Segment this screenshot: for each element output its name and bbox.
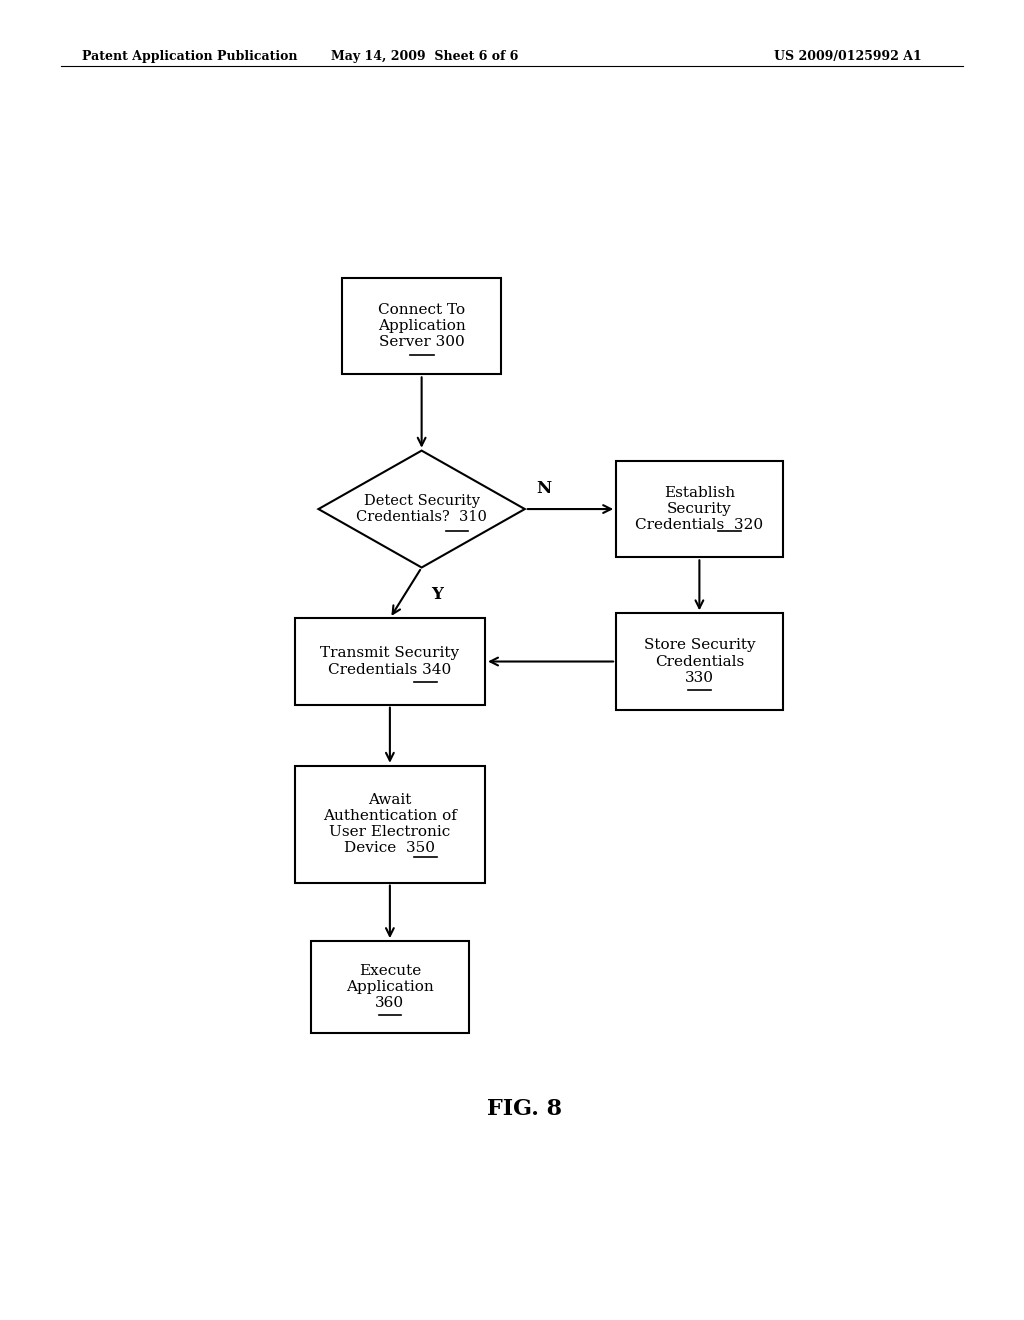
Text: Transmit Security
Credentials 340: Transmit Security Credentials 340: [321, 647, 460, 677]
Bar: [342, 277, 501, 375]
Point: [427, 347, 439, 363]
Point: [409, 675, 421, 690]
Point: [462, 524, 474, 540]
Text: May 14, 2009  Sheet 6 of 6: May 14, 2009 Sheet 6 of 6: [332, 50, 518, 63]
Text: Execute
Application
360: Execute Application 360: [346, 964, 434, 1010]
Point: [373, 1007, 385, 1023]
Text: Await
Authentication of
User Electronic
Device  350: Await Authentication of User Electronic …: [323, 793, 457, 855]
Text: Detect Security
Credentials?  310: Detect Security Credentials? 310: [356, 494, 487, 524]
Point: [705, 682, 717, 698]
Bar: [616, 614, 782, 710]
Point: [403, 347, 416, 363]
Point: [430, 849, 442, 865]
Text: Connect To
Application
Server 300: Connect To Application Server 300: [378, 302, 466, 350]
Point: [409, 849, 421, 865]
Text: Store Security
Credentials
330: Store Security Credentials 330: [643, 639, 756, 685]
Bar: [295, 618, 485, 705]
Point: [713, 524, 725, 540]
Text: US 2009/0125992 A1: US 2009/0125992 A1: [774, 50, 922, 63]
Point: [440, 524, 453, 540]
Bar: [310, 941, 469, 1032]
Text: Establish
Security
Credentials  320: Establish Security Credentials 320: [635, 486, 764, 532]
Point: [734, 524, 746, 540]
Text: N: N: [537, 480, 552, 496]
Polygon shape: [318, 450, 524, 568]
Point: [395, 1007, 408, 1023]
Bar: [295, 766, 485, 883]
Point: [682, 682, 694, 698]
Text: Patent Application Publication: Patent Application Publication: [82, 50, 297, 63]
Point: [430, 675, 442, 690]
Text: Y: Y: [431, 586, 443, 603]
Text: FIG. 8: FIG. 8: [487, 1098, 562, 1119]
Bar: [616, 461, 782, 557]
